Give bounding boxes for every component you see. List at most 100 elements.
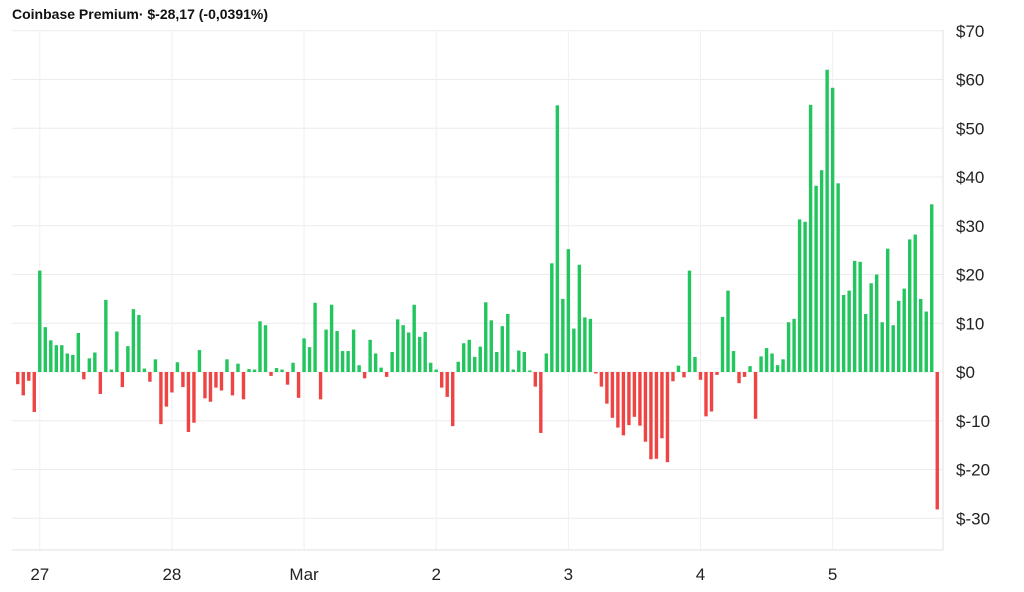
bar [164, 372, 169, 407]
metric-value: $-28,17 [147, 6, 195, 22]
bar [423, 332, 427, 372]
bar [467, 339, 471, 372]
bar [594, 372, 598, 374]
bar [445, 372, 449, 397]
bar [561, 298, 565, 373]
y-tick-label: $60 [956, 71, 984, 90]
bar [599, 372, 604, 387]
bar [665, 372, 670, 463]
header-separator: · [138, 6, 144, 22]
bar [21, 372, 25, 396]
bar [610, 372, 615, 418]
bar [819, 170, 824, 372]
bar [87, 358, 92, 372]
x-tick-label: Mar [289, 565, 319, 584]
bar [588, 318, 593, 372]
bar [627, 372, 631, 426]
bar [71, 354, 75, 372]
bar [621, 372, 626, 436]
bar [731, 351, 736, 372]
bar [720, 316, 725, 372]
bar [384, 372, 389, 377]
bar [583, 317, 587, 372]
metric-percent: (-0,0391%) [198, 6, 269, 22]
bar [869, 283, 873, 372]
bar [462, 343, 466, 372]
bar [357, 365, 361, 372]
bar [32, 372, 36, 412]
bar [109, 369, 114, 372]
bar [428, 362, 433, 372]
bar [830, 87, 835, 372]
bar [16, 372, 20, 385]
bar [186, 372, 191, 432]
bar [362, 372, 367, 379]
bar [219, 372, 224, 391]
bar [247, 369, 251, 372]
bar [698, 372, 703, 380]
bar [517, 350, 521, 372]
y-tick-label: $30 [956, 217, 984, 236]
bar [924, 311, 928, 372]
bar [214, 372, 218, 388]
bar [27, 372, 31, 381]
bar [258, 321, 262, 372]
bar [170, 372, 174, 393]
bar [533, 372, 538, 387]
bar [60, 345, 64, 372]
bar [555, 105, 560, 372]
bar [891, 325, 895, 372]
bar [451, 372, 455, 427]
bar [632, 372, 637, 417]
bar [737, 372, 741, 384]
y-tick-label: $10 [956, 314, 984, 333]
y-tick-label: $70 [956, 22, 984, 41]
bar [65, 353, 70, 372]
bar [159, 372, 163, 425]
chart-header: Coinbase Premium· $-28,17 (-0,0391%) [12, 6, 268, 26]
bar [131, 309, 136, 372]
y-tick-label: $-10 [956, 412, 990, 431]
bar [373, 353, 378, 372]
bar [340, 351, 345, 372]
bar [38, 270, 42, 372]
bar [318, 372, 323, 400]
bar [660, 372, 664, 439]
bar [478, 346, 482, 372]
bar [329, 304, 334, 373]
bar [759, 356, 763, 372]
bar [489, 320, 493, 372]
bar [726, 290, 730, 372]
bar [302, 338, 306, 372]
bar [781, 359, 785, 372]
bar [676, 365, 681, 372]
bar [395, 319, 400, 372]
bar [54, 345, 58, 372]
bar [495, 352, 499, 372]
bar [263, 325, 268, 372]
x-tick-label: 28 [162, 565, 181, 584]
bar [913, 234, 917, 372]
bar [522, 352, 526, 372]
bar [346, 351, 350, 372]
bar [709, 372, 714, 412]
bar [841, 294, 846, 373]
bar [874, 274, 879, 372]
bar [908, 239, 912, 372]
bar [682, 372, 686, 378]
bar [786, 322, 791, 372]
bar [148, 372, 152, 382]
bar [616, 372, 620, 428]
bar [484, 302, 488, 372]
bar [858, 261, 862, 372]
bar [379, 367, 383, 372]
bar [500, 326, 504, 373]
bar [880, 322, 884, 372]
bar [197, 350, 202, 372]
bar [192, 372, 196, 423]
bar [93, 352, 97, 372]
bar [687, 270, 692, 372]
bar [935, 372, 939, 510]
bar [153, 359, 158, 372]
